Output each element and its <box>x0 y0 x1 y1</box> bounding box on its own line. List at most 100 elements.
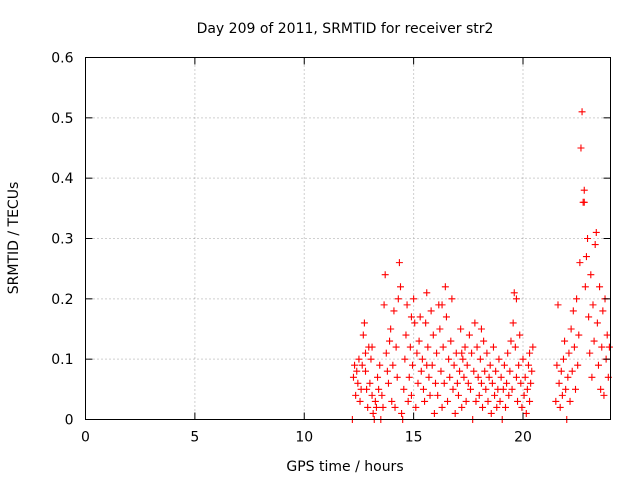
data-point <box>556 403 564 411</box>
data-point <box>398 409 406 417</box>
data-point <box>584 235 592 242</box>
data-point <box>444 397 452 405</box>
data-point <box>470 367 478 375</box>
data-point <box>391 403 399 411</box>
data-point <box>389 361 397 369</box>
data-point <box>387 325 395 333</box>
data-point <box>449 385 457 393</box>
data-point <box>481 367 489 375</box>
data-point <box>515 361 523 369</box>
y-tick-label: 0.4 <box>51 171 73 187</box>
data-point <box>394 295 402 303</box>
data-point <box>468 349 476 357</box>
data-point <box>528 367 536 375</box>
data-point <box>594 361 602 369</box>
data-point <box>419 385 427 393</box>
data-point <box>368 391 376 399</box>
data-point <box>473 343 481 351</box>
data-point <box>411 319 419 327</box>
data-point <box>371 397 379 405</box>
data-point <box>440 379 448 387</box>
x-tick-label: 10 <box>295 430 313 446</box>
data-point <box>376 361 384 369</box>
data-point <box>592 228 600 236</box>
data-point <box>599 307 607 315</box>
data-point <box>403 301 411 309</box>
data-point <box>500 361 508 369</box>
data-point <box>487 409 495 417</box>
data-point <box>510 289 518 297</box>
data-point <box>462 397 470 405</box>
data-point <box>442 313 450 321</box>
data-point <box>388 397 396 405</box>
data-point <box>509 319 517 327</box>
data-point <box>355 355 363 363</box>
data-point <box>464 379 472 387</box>
data-point <box>465 331 473 339</box>
data-point <box>427 307 435 315</box>
data-point <box>382 349 390 357</box>
data-point <box>565 349 573 357</box>
data-point <box>516 331 524 339</box>
data-point <box>402 331 410 339</box>
data-point <box>386 337 394 345</box>
x-tick-label: 15 <box>405 430 423 446</box>
data-point <box>364 403 372 411</box>
data-point <box>430 409 438 417</box>
data-point <box>507 337 515 345</box>
data-point <box>458 403 466 411</box>
x-tick-label: 20 <box>514 430 532 446</box>
data-point <box>506 367 514 375</box>
data-point <box>581 283 589 291</box>
data-point <box>436 325 444 333</box>
data-point <box>354 379 362 387</box>
data-point <box>369 409 377 417</box>
data-point <box>406 343 414 351</box>
data-point <box>426 391 434 399</box>
data-point <box>505 391 513 399</box>
data-points <box>348 108 613 423</box>
data-point <box>589 301 597 309</box>
data-point <box>432 379 439 387</box>
data-point <box>439 343 447 351</box>
data-point <box>404 397 412 405</box>
data-point <box>569 307 577 315</box>
data-point <box>582 253 590 261</box>
y-tick-label: 0.2 <box>51 292 73 308</box>
data-point <box>593 319 601 327</box>
data-point <box>559 355 567 363</box>
data-point <box>437 367 445 375</box>
data-point <box>580 198 588 206</box>
data-point <box>472 397 480 405</box>
data-point <box>467 385 474 393</box>
data-point <box>590 337 598 345</box>
data-point <box>416 313 424 321</box>
data-point <box>407 391 415 399</box>
data-point <box>395 259 403 267</box>
data-point <box>567 325 575 333</box>
data-point <box>518 403 526 411</box>
data-point <box>349 373 357 381</box>
data-point <box>445 355 453 363</box>
data-point <box>524 361 532 369</box>
data-point <box>453 379 461 387</box>
data-point <box>446 373 454 381</box>
data-point <box>566 397 574 405</box>
data-point <box>504 349 512 357</box>
x-tick-label: 0 <box>81 430 90 446</box>
data-point <box>417 367 425 375</box>
data-point <box>511 343 519 351</box>
data-point <box>553 361 561 369</box>
data-point <box>512 373 520 381</box>
data-point <box>600 391 608 399</box>
data-point <box>499 385 507 393</box>
data-point <box>390 307 398 315</box>
data-point <box>573 295 581 303</box>
data-point <box>474 373 482 381</box>
data-point <box>521 373 529 381</box>
data-point <box>366 379 374 387</box>
data-point <box>580 186 588 194</box>
data-point <box>418 355 426 363</box>
data-point <box>414 379 422 387</box>
data-point <box>479 403 487 411</box>
